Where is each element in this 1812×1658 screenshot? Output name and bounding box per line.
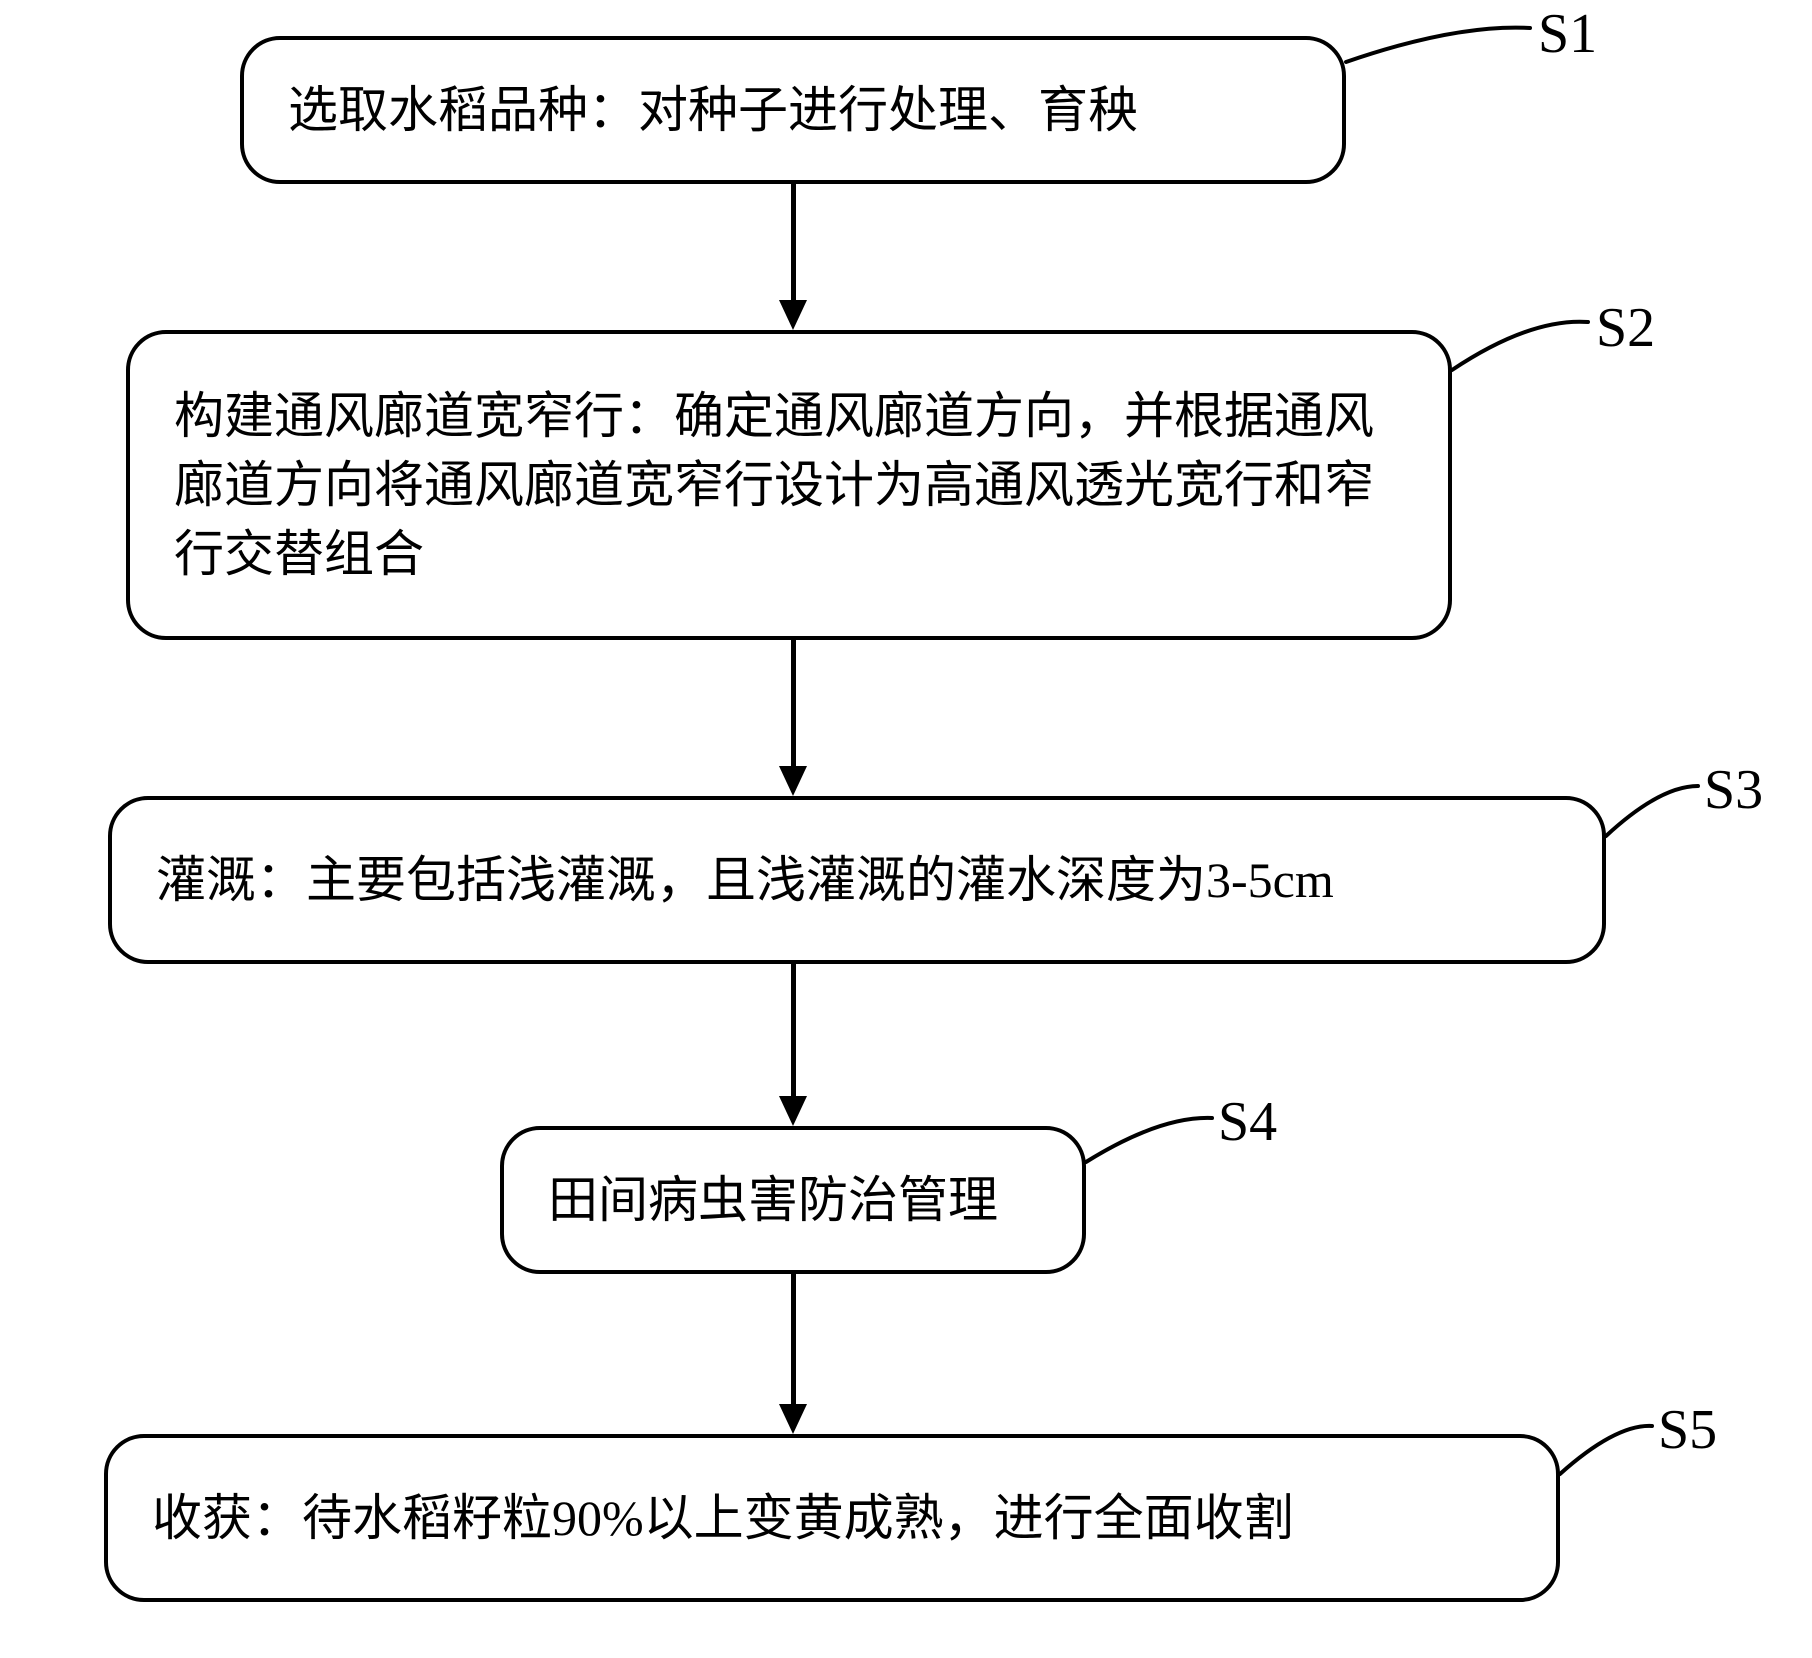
- step-label-s1: S1: [1538, 2, 1597, 66]
- arrow-s3-s4: [791, 964, 796, 1096]
- arrowhead-icon: [779, 1096, 807, 1126]
- callout-curve-s1: [1342, 20, 1534, 66]
- arrow-s2-s3: [791, 640, 796, 766]
- arrowhead-icon: [779, 766, 807, 796]
- callout-curve-s5: [1556, 1420, 1656, 1478]
- arrowhead-icon: [779, 1404, 807, 1434]
- flow-node-s4-text: 田间病虫害防治管理: [548, 1166, 998, 1235]
- flow-node-s4: 田间病虫害防治管理: [500, 1126, 1086, 1274]
- callout-curve-s2: [1448, 314, 1592, 374]
- flowchart-canvas: 选取水稻品种：对种子进行处理、育秧 构建通风廊道宽窄行：确定通风廊道方向，并根据…: [0, 0, 1812, 1658]
- flow-node-s1-text: 选取水稻品种：对种子进行处理、育秧: [288, 76, 1138, 145]
- flow-node-s3-text: 灌溉：主要包括浅灌溉，且浅灌溉的灌水深度为3-5cm: [156, 846, 1334, 915]
- step-label-s2: S2: [1596, 296, 1655, 360]
- flow-node-s2-text: 构建通风廊道宽窄行：确定通风廊道方向，并根据通风廊道方向将通风廊道宽窄行设计为高…: [174, 382, 1404, 589]
- callout-curve-s3: [1602, 782, 1702, 840]
- arrow-s1-s2: [791, 184, 796, 300]
- step-label-s4: S4: [1218, 1090, 1277, 1154]
- flow-node-s2: 构建通风廊道宽窄行：确定通风廊道方向，并根据通风廊道方向将通风廊道宽窄行设计为高…: [126, 330, 1452, 640]
- arrowhead-icon: [779, 300, 807, 330]
- flow-node-s3: 灌溉：主要包括浅灌溉，且浅灌溉的灌水深度为3-5cm: [108, 796, 1606, 964]
- flow-node-s1: 选取水稻品种：对种子进行处理、育秧: [240, 36, 1346, 184]
- flow-node-s5: 收获：待水稻籽粒90%以上变黄成熟，进行全面收割: [104, 1434, 1560, 1602]
- flow-node-s5-text: 收获：待水稻籽粒90%以上变黄成熟，进行全面收割: [152, 1484, 1294, 1553]
- step-label-s5: S5: [1658, 1398, 1717, 1462]
- arrow-s4-s5: [791, 1274, 796, 1404]
- step-label-s3: S3: [1704, 758, 1763, 822]
- callout-curve-s4: [1082, 1112, 1216, 1166]
